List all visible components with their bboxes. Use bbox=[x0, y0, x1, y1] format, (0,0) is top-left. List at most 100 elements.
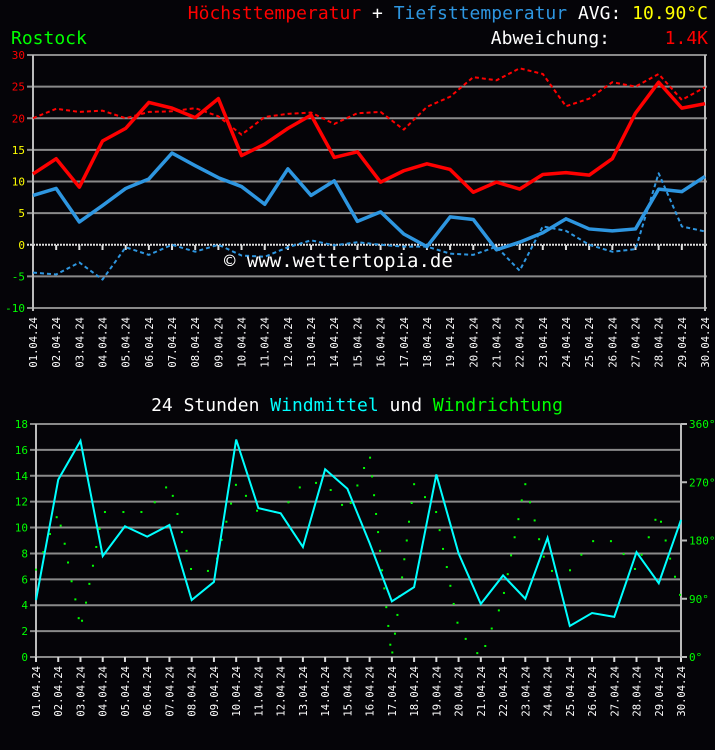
x-tick-label: 01.04.24 bbox=[31, 666, 43, 717]
series-line-1 bbox=[32, 67, 706, 136]
direction-point bbox=[185, 549, 188, 552]
direction-point bbox=[476, 652, 479, 655]
x-tick-label: 21.04.24 bbox=[491, 317, 503, 368]
x-tick-label: 30.04.24 bbox=[700, 317, 712, 368]
y-tick-label: 10 bbox=[15, 522, 28, 535]
wind-title-part-1: 24 Stunden bbox=[151, 395, 259, 416]
x-tick-label: 27.04.24 bbox=[609, 666, 621, 717]
y-tick-label: 20 bbox=[12, 112, 25, 125]
direction-point bbox=[49, 533, 52, 536]
direction-point bbox=[533, 519, 536, 522]
x-tick-label: 22.04.24 bbox=[498, 666, 510, 717]
x-tick-label: 09.04.24 bbox=[209, 666, 221, 717]
direction-point bbox=[59, 524, 62, 527]
direction-point bbox=[517, 518, 520, 521]
direction-point bbox=[341, 503, 344, 506]
direction-point bbox=[389, 643, 392, 646]
direction-point bbox=[580, 553, 583, 556]
x-tick-label: 29.04.24 bbox=[677, 317, 689, 368]
x-tick-label: 24.04.24 bbox=[543, 666, 555, 717]
y-tick-label: 30 bbox=[12, 49, 25, 62]
direction-point bbox=[225, 520, 228, 523]
x-tick-label: 30.04.24 bbox=[676, 666, 688, 717]
direction-point bbox=[63, 542, 66, 545]
avg-value: 10.90°C bbox=[632, 3, 708, 24]
direction-point bbox=[513, 536, 516, 539]
wind-title-part-4: Windrichtung bbox=[433, 395, 563, 416]
direction-point bbox=[81, 619, 84, 622]
y-tick-label: 15 bbox=[12, 144, 25, 157]
direction-point bbox=[502, 591, 505, 594]
deviation-value: 1.4K bbox=[664, 28, 708, 49]
y-tick-label: 12 bbox=[15, 496, 28, 509]
direction-point bbox=[410, 501, 413, 504]
x-tick-label: 05.04.24 bbox=[121, 317, 133, 368]
direction-point bbox=[349, 501, 352, 504]
direction-point bbox=[387, 624, 390, 627]
direction-point bbox=[171, 494, 174, 497]
direction-point bbox=[67, 561, 70, 564]
direction-point bbox=[622, 553, 625, 556]
direction-point bbox=[664, 539, 667, 542]
direction-point bbox=[497, 609, 500, 612]
direction-point bbox=[449, 584, 452, 587]
x-tick-label: 04.04.24 bbox=[98, 317, 110, 368]
direction-point bbox=[452, 602, 455, 605]
direction-point bbox=[180, 531, 183, 534]
direction-point bbox=[122, 511, 125, 514]
x-tick-label: 05.04.24 bbox=[120, 666, 132, 717]
avg-label: AVG: bbox=[577, 3, 622, 24]
direction-point bbox=[401, 576, 404, 579]
direction-point bbox=[383, 587, 386, 590]
x-tick-label: 17.04.24 bbox=[387, 666, 399, 717]
direction-point bbox=[524, 483, 527, 486]
y-tick-label: 6 bbox=[21, 573, 28, 586]
x-tick-label: 26.04.24 bbox=[587, 666, 599, 717]
direction-point bbox=[375, 512, 378, 515]
y-tick-label: 5 bbox=[18, 207, 25, 220]
x-tick-label: 02.04.24 bbox=[51, 317, 63, 368]
direction-point bbox=[551, 569, 553, 572]
y-tick-label: 0 bbox=[21, 651, 28, 664]
y2-tick-label: 90° bbox=[689, 593, 709, 606]
direction-point bbox=[510, 554, 513, 557]
direction-point bbox=[85, 601, 88, 604]
y-tick-label: 18 bbox=[15, 418, 28, 431]
x-tick-label: 18.04.24 bbox=[409, 666, 421, 717]
x-tick-label: 24.04.24 bbox=[561, 317, 573, 368]
deviation-label: Abweichung: bbox=[490, 28, 610, 49]
x-tick-label: 25.04.24 bbox=[584, 317, 596, 368]
x-tick-label: 15.04.24 bbox=[342, 666, 354, 717]
x-tick-label: 15.04.24 bbox=[352, 317, 364, 368]
x-tick-label: 29.04.24 bbox=[654, 666, 666, 717]
x-tick-label: 13.04.24 bbox=[306, 317, 318, 368]
x-tick-label: 28.04.24 bbox=[654, 317, 666, 368]
direction-point bbox=[520, 499, 523, 502]
x-tick-label: 21.04.24 bbox=[476, 666, 488, 717]
y-tick-label: -5 bbox=[12, 270, 25, 283]
x-tick-label: 07.04.24 bbox=[167, 317, 179, 368]
series-line-3 bbox=[32, 172, 706, 281]
x-tick-label: 06.04.24 bbox=[142, 666, 154, 717]
x-tick-label: 12.04.24 bbox=[276, 666, 288, 717]
direction-point bbox=[153, 501, 156, 504]
direction-point bbox=[640, 553, 643, 556]
direction-point bbox=[379, 549, 382, 552]
direction-point bbox=[569, 569, 572, 572]
direction-point bbox=[669, 557, 672, 560]
x-tick-label: 13.04.24 bbox=[298, 666, 310, 717]
direction-point bbox=[407, 520, 410, 523]
direction-point bbox=[424, 496, 427, 499]
direction-point bbox=[88, 582, 91, 585]
direction-point bbox=[363, 467, 366, 470]
x-tick-label: 16.04.24 bbox=[365, 666, 377, 717]
direction-point bbox=[315, 481, 318, 484]
x-tick-label: 22.04.24 bbox=[515, 317, 527, 368]
direction-point bbox=[403, 558, 406, 561]
y2-tick-label: 180° bbox=[689, 535, 715, 548]
direction-point bbox=[385, 606, 388, 609]
y2-tick-label: 0° bbox=[689, 651, 702, 664]
x-tick-label: 02.04.24 bbox=[53, 666, 65, 717]
y2-tick-label: 360° bbox=[689, 418, 715, 431]
x-tick-label: 25.04.24 bbox=[565, 666, 577, 717]
